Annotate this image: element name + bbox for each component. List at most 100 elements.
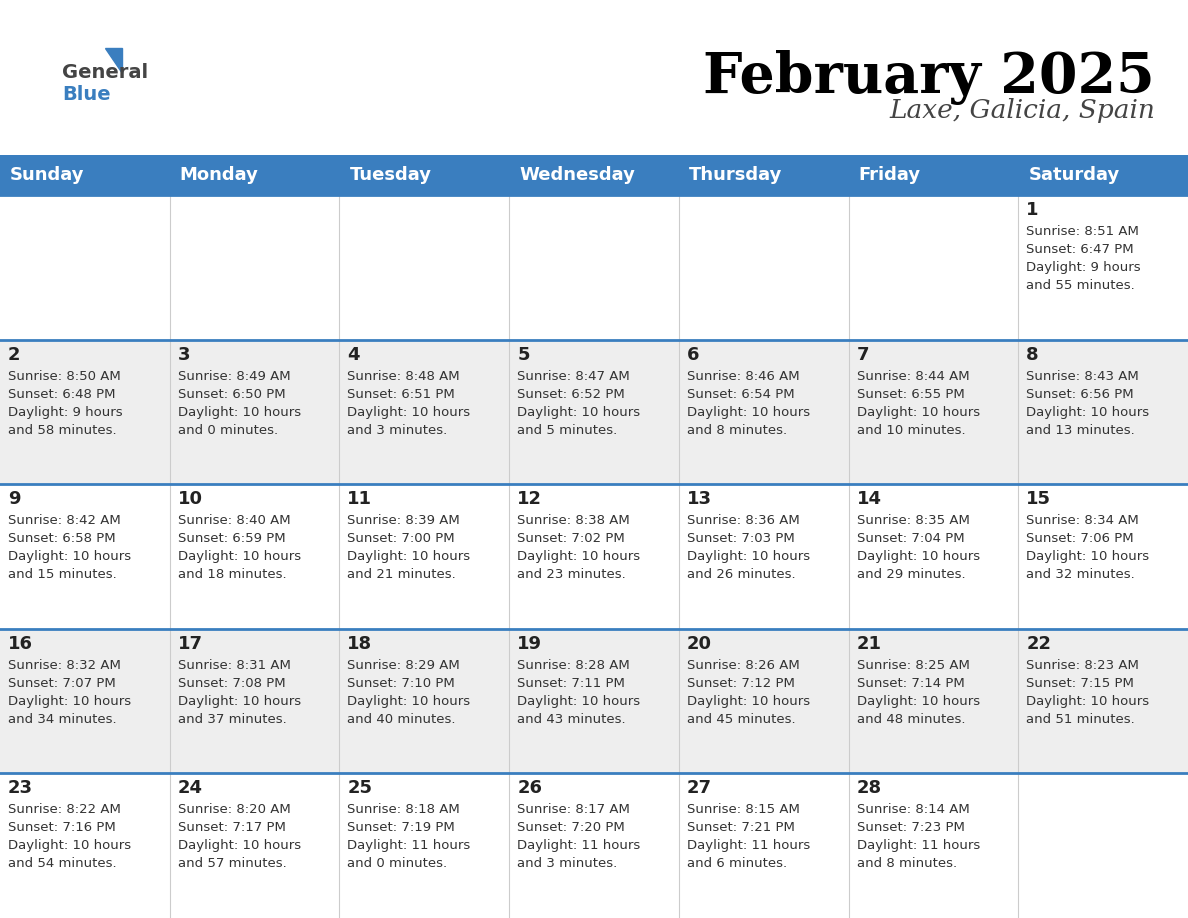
Text: 5: 5 <box>517 345 530 364</box>
Text: Sunset: 7:17 PM: Sunset: 7:17 PM <box>178 822 285 834</box>
Text: and 10 minutes.: and 10 minutes. <box>857 423 965 437</box>
Text: 20: 20 <box>687 635 712 653</box>
Text: Sunrise: 8:50 AM: Sunrise: 8:50 AM <box>8 370 121 383</box>
Bar <box>0 155 1188 195</box>
Text: 15: 15 <box>1026 490 1051 509</box>
Text: 28: 28 <box>857 779 881 798</box>
Text: and 5 minutes.: and 5 minutes. <box>517 423 618 437</box>
Text: Sunrise: 8:40 AM: Sunrise: 8:40 AM <box>178 514 290 527</box>
Text: Daylight: 11 hours: Daylight: 11 hours <box>347 839 470 853</box>
Text: and 57 minutes.: and 57 minutes. <box>178 857 286 870</box>
Text: Sunset: 7:16 PM: Sunset: 7:16 PM <box>8 822 115 834</box>
Text: Daylight: 9 hours: Daylight: 9 hours <box>1026 261 1140 274</box>
Text: Sunrise: 8:22 AM: Sunrise: 8:22 AM <box>8 803 121 816</box>
Text: Daylight: 10 hours: Daylight: 10 hours <box>347 406 470 419</box>
Text: and 18 minutes.: and 18 minutes. <box>178 568 286 581</box>
Text: and 48 minutes.: and 48 minutes. <box>857 712 965 726</box>
Text: Sunset: 6:48 PM: Sunset: 6:48 PM <box>8 387 115 400</box>
Text: and 23 minutes.: and 23 minutes. <box>517 568 626 581</box>
Text: Sunrise: 8:14 AM: Sunrise: 8:14 AM <box>857 803 969 816</box>
Bar <box>0 484 1188 629</box>
Text: Tuesday: Tuesday <box>349 166 431 184</box>
Text: 24: 24 <box>178 779 203 798</box>
Text: Sunset: 7:21 PM: Sunset: 7:21 PM <box>687 822 795 834</box>
Text: and 51 minutes.: and 51 minutes. <box>1026 712 1135 726</box>
Text: 19: 19 <box>517 635 542 653</box>
Text: Daylight: 10 hours: Daylight: 10 hours <box>517 695 640 708</box>
Text: and 6 minutes.: and 6 minutes. <box>687 857 786 870</box>
Text: and 43 minutes.: and 43 minutes. <box>517 712 626 726</box>
Text: Sunset: 7:23 PM: Sunset: 7:23 PM <box>857 822 965 834</box>
Text: Sunrise: 8:46 AM: Sunrise: 8:46 AM <box>687 370 800 383</box>
Text: Sunrise: 8:42 AM: Sunrise: 8:42 AM <box>8 514 121 527</box>
Text: Daylight: 11 hours: Daylight: 11 hours <box>687 839 810 853</box>
Text: Sunrise: 8:26 AM: Sunrise: 8:26 AM <box>687 659 800 672</box>
Bar <box>0 773 1188 918</box>
Text: Daylight: 9 hours: Daylight: 9 hours <box>8 406 122 419</box>
Text: 18: 18 <box>347 635 373 653</box>
Text: Sunrise: 8:18 AM: Sunrise: 8:18 AM <box>347 803 460 816</box>
Text: Daylight: 10 hours: Daylight: 10 hours <box>687 550 810 564</box>
Text: 25: 25 <box>347 779 372 798</box>
Text: and 26 minutes.: and 26 minutes. <box>687 568 796 581</box>
Text: 7: 7 <box>857 345 870 364</box>
Text: Sunset: 6:54 PM: Sunset: 6:54 PM <box>687 387 795 400</box>
Text: Sunset: 7:14 PM: Sunset: 7:14 PM <box>857 677 965 689</box>
Text: Blue: Blue <box>62 85 110 104</box>
Text: and 15 minutes.: and 15 minutes. <box>8 568 116 581</box>
Text: and 0 minutes.: and 0 minutes. <box>347 857 448 870</box>
Text: Sunset: 7:00 PM: Sunset: 7:00 PM <box>347 532 455 545</box>
Text: 12: 12 <box>517 490 542 509</box>
Text: Sunset: 6:47 PM: Sunset: 6:47 PM <box>1026 243 1133 256</box>
Text: Sunrise: 8:47 AM: Sunrise: 8:47 AM <box>517 370 630 383</box>
Text: 1: 1 <box>1026 201 1038 219</box>
Text: 23: 23 <box>8 779 33 798</box>
Text: and 8 minutes.: and 8 minutes. <box>857 857 956 870</box>
Text: 21: 21 <box>857 635 881 653</box>
Text: Sunset: 6:55 PM: Sunset: 6:55 PM <box>857 387 965 400</box>
Text: Sunset: 6:59 PM: Sunset: 6:59 PM <box>178 532 285 545</box>
Text: Daylight: 10 hours: Daylight: 10 hours <box>347 695 470 708</box>
Bar <box>0 195 1188 340</box>
Text: Sunset: 7:10 PM: Sunset: 7:10 PM <box>347 677 455 689</box>
Text: 17: 17 <box>178 635 203 653</box>
Bar <box>0 629 1188 773</box>
Text: Daylight: 10 hours: Daylight: 10 hours <box>8 550 131 564</box>
Text: Sunrise: 8:20 AM: Sunrise: 8:20 AM <box>178 803 290 816</box>
Text: Sunrise: 8:51 AM: Sunrise: 8:51 AM <box>1026 225 1139 238</box>
Text: Sunrise: 8:17 AM: Sunrise: 8:17 AM <box>517 803 630 816</box>
Text: Sunrise: 8:32 AM: Sunrise: 8:32 AM <box>8 659 121 672</box>
Text: Sunrise: 8:28 AM: Sunrise: 8:28 AM <box>517 659 630 672</box>
Text: 6: 6 <box>687 345 700 364</box>
Text: 26: 26 <box>517 779 542 798</box>
Text: Daylight: 10 hours: Daylight: 10 hours <box>347 550 470 564</box>
Text: Sunset: 7:03 PM: Sunset: 7:03 PM <box>687 532 795 545</box>
Text: Sunset: 6:50 PM: Sunset: 6:50 PM <box>178 387 285 400</box>
Text: Thursday: Thursday <box>689 166 782 184</box>
Text: Daylight: 10 hours: Daylight: 10 hours <box>857 550 980 564</box>
Text: February 2025: February 2025 <box>703 50 1155 105</box>
Text: Daylight: 10 hours: Daylight: 10 hours <box>178 406 301 419</box>
Text: Sunrise: 8:44 AM: Sunrise: 8:44 AM <box>857 370 969 383</box>
Text: Sunrise: 8:38 AM: Sunrise: 8:38 AM <box>517 514 630 527</box>
Text: 27: 27 <box>687 779 712 798</box>
Text: and 37 minutes.: and 37 minutes. <box>178 712 286 726</box>
Text: 3: 3 <box>178 345 190 364</box>
Text: Laxe, Galicia, Spain: Laxe, Galicia, Spain <box>889 98 1155 123</box>
Text: and 55 minutes.: and 55 minutes. <box>1026 279 1135 292</box>
Text: and 29 minutes.: and 29 minutes. <box>857 568 965 581</box>
Text: Sunset: 7:11 PM: Sunset: 7:11 PM <box>517 677 625 689</box>
Text: Sunset: 7:15 PM: Sunset: 7:15 PM <box>1026 677 1135 689</box>
Text: and 8 minutes.: and 8 minutes. <box>687 423 786 437</box>
Text: and 3 minutes.: and 3 minutes. <box>517 857 618 870</box>
Text: Sunrise: 8:39 AM: Sunrise: 8:39 AM <box>347 514 460 527</box>
Text: 13: 13 <box>687 490 712 509</box>
Text: Sunset: 6:51 PM: Sunset: 6:51 PM <box>347 387 455 400</box>
Text: 4: 4 <box>347 345 360 364</box>
Text: Daylight: 10 hours: Daylight: 10 hours <box>687 695 810 708</box>
Text: 9: 9 <box>8 490 20 509</box>
Text: Daylight: 10 hours: Daylight: 10 hours <box>178 695 301 708</box>
Text: Daylight: 10 hours: Daylight: 10 hours <box>8 695 131 708</box>
Text: and 58 minutes.: and 58 minutes. <box>8 423 116 437</box>
Polygon shape <box>105 48 122 73</box>
